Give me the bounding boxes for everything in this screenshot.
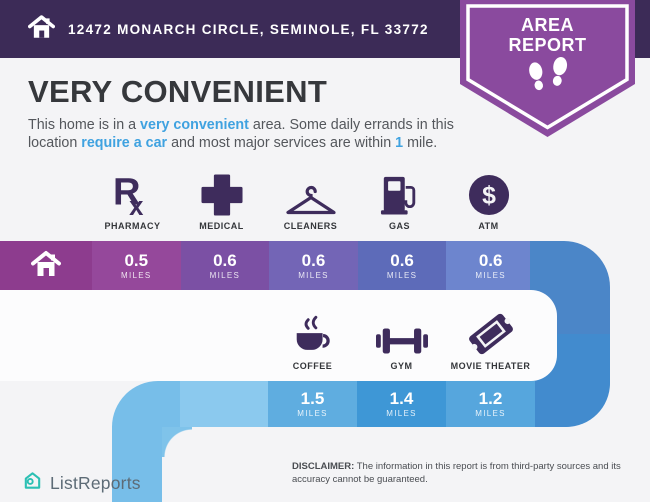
svg-text:x: x — [129, 193, 144, 221]
road-home-segment — [0, 241, 92, 291]
svg-text:$: $ — [482, 183, 496, 210]
road-inner-whitespace — [0, 290, 557, 381]
road-bottom-left-strip — [112, 426, 162, 502]
medical-cross-icon — [200, 168, 243, 216]
highlight-very-convenient: very convenient — [140, 117, 249, 133]
area-report-badge: AREA REPORT — [460, 0, 635, 137]
road-curve-segment — [112, 381, 180, 427]
dollar-circle-icon: $ — [468, 168, 510, 216]
amenity-atm: $ ATM — [444, 168, 533, 231]
amenity-pharmacy: R x PHARMACY — [88, 168, 177, 231]
distance-cleaners: 0.6 MILES — [269, 241, 358, 291]
road-inner-corner — [162, 427, 192, 457]
pharmacy-rx-icon: R x — [113, 168, 153, 220]
distance-gym: 1.4 MILES — [357, 381, 446, 427]
movie-ticket-icon — [468, 308, 514, 356]
distance-movie-theater: 1.2 MILES — [446, 381, 535, 427]
amenity-icons-row-1: R x PHARMACY MEDICAL CLEANERS — [88, 168, 533, 231]
intro-line-2: location require a car and most major se… — [28, 134, 438, 151]
house-icon — [28, 14, 55, 44]
distance-coffee: 1.5 MILES — [268, 381, 357, 427]
highlight-one-mile: 1 — [395, 134, 404, 151]
distance-gas: 0.6 MILES — [357, 241, 447, 291]
distance-road-row-1: 0.5 MILES 0.6 MILES 0.6 MILES 0.6 MILES 0.6 M… — [0, 241, 535, 291]
distance-road-row-2: 1.5 MILES 1.4 MILES 1.2 MILES — [112, 381, 610, 427]
page-title: VERY CONVENIENT — [28, 74, 328, 109]
amenity-icons-row-2: COFFEE GYM — [268, 308, 535, 371]
amenity-movie-theater: MOVIE THEATER — [446, 308, 535, 371]
svg-text:R: R — [113, 171, 141, 213]
highlight-require-a-car: require a car — [81, 134, 168, 151]
amenity-cleaners: CLEANERS — [266, 168, 355, 231]
distance-pharmacy: 0.5 MILES — [92, 241, 181, 291]
amenity-coffee: COFFEE — [268, 308, 357, 371]
footprints-icon — [529, 56, 568, 91]
amenity-gym: GYM — [357, 308, 446, 371]
road-connector-segment — [535, 381, 610, 427]
property-address: 12472 MONARCH CIRCLE, SEMINOLE, FL 33772 — [68, 21, 429, 37]
amenity-gas: GAS — [355, 168, 444, 231]
badge-line1: AREA — [520, 15, 574, 35]
disclaimer: DISCLAIMER: The information in this repo… — [292, 461, 621, 485]
intro-line-1: This home is in a very convenient area. … — [28, 117, 454, 133]
intro-paragraph: This home is in a very convenient area. … — [28, 117, 454, 152]
listreports-logo: ListReports — [22, 470, 141, 496]
gas-pump-icon — [380, 168, 420, 216]
coffee-cup-icon — [290, 308, 336, 356]
road-blank-segment — [180, 381, 268, 427]
distance-medical: 0.6 MILES — [180, 241, 270, 291]
badge-text: AREA REPORT — [460, 15, 635, 55]
brand-name: ListReports — [50, 472, 141, 493]
badge-line2: REPORT — [508, 35, 587, 55]
distance-atm: 0.6 MILES — [446, 241, 535, 291]
dumbbell-icon — [375, 308, 428, 356]
home-icon — [31, 250, 61, 282]
disclaimer-label: DISCLAIMER: — [292, 461, 355, 472]
listreports-house-icon — [22, 470, 43, 496]
badge-shield-shape — [460, 0, 635, 137]
amenity-medical: MEDICAL — [177, 168, 266, 231]
hanger-icon — [285, 168, 337, 216]
